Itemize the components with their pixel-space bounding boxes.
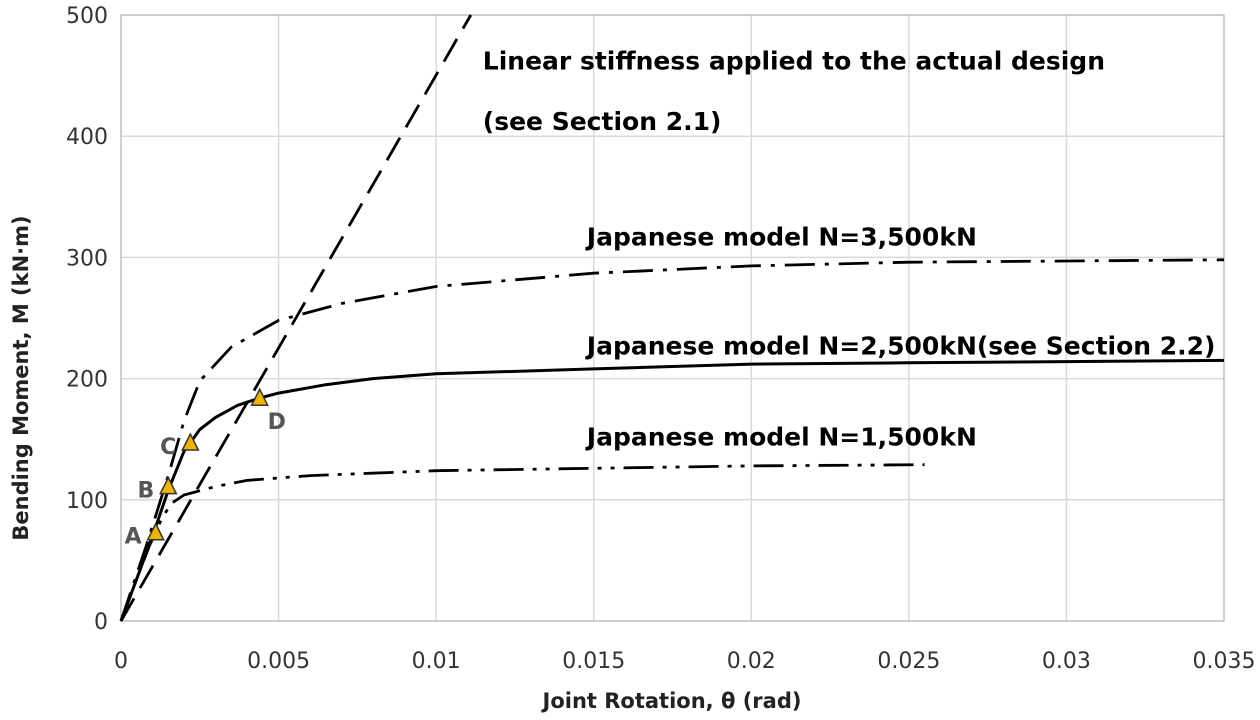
- y-tick-label: 200: [66, 368, 108, 393]
- y-axis-title: Bending Moment, M (kN·m): [9, 215, 33, 540]
- point-label-a: A: [125, 525, 142, 550]
- x-tick-label: 0: [114, 649, 128, 674]
- tick-layer: 0 0.005 0.01 0.015 0.02 0.025 0.03 0.035 0 100 200…: [66, 4, 1255, 674]
- series-layer: [119, 14, 1225, 622]
- y-tick-label: 500: [66, 4, 108, 29]
- y-tick-label: 400: [66, 125, 108, 150]
- plot-frame: [120, 14, 1225, 622]
- point-label-d: D: [268, 410, 286, 435]
- x-axis-title: Joint Rotation, θ (rad): [541, 689, 802, 713]
- point-label-b: B: [137, 479, 154, 504]
- annotation-text: (see Section 2.1): [483, 107, 722, 136]
- point-marker-d: [250, 387, 269, 406]
- annotation-text: Japanese model N=3,500kN: [585, 222, 977, 251]
- y-tick-label: 100: [66, 489, 108, 514]
- x-tick-label: 0.03: [1042, 649, 1091, 674]
- x-tick-label: 0.005: [247, 649, 310, 674]
- annotation-layer: Linear stiffness applied to the actual d…: [483, 47, 1216, 452]
- x-tick-label: 0.02: [727, 649, 776, 674]
- grid-layer: [121, 15, 1224, 621]
- point-marker-c: [181, 432, 200, 451]
- x-tick-label: 0.015: [562, 649, 625, 674]
- series-line-n3500: [119, 258, 1225, 622]
- marker-layer: ABC D: [125, 387, 286, 550]
- point-marker-b: [159, 476, 178, 495]
- series-line-linear: [119, 14, 473, 622]
- point-marker-a: [146, 522, 165, 541]
- annotation-text: Japanese model N=1,500kN: [585, 422, 977, 451]
- annotation-text: Japanese model N=2,500kN(see Section 2.2…: [585, 331, 1216, 360]
- annotation-text: Linear stiffness applied to the actual d…: [483, 47, 1105, 76]
- point-label-c: C: [160, 435, 176, 460]
- series-line-n2500: [119, 358, 1225, 622]
- series-line-n1500: [119, 463, 925, 622]
- y-tick-label: 0: [94, 610, 108, 635]
- y-tick-label: 300: [66, 246, 108, 271]
- x-tick-label: 0.035: [1193, 649, 1256, 674]
- x-tick-label: 0.025: [877, 649, 940, 674]
- x-tick-label: 0.01: [412, 649, 461, 674]
